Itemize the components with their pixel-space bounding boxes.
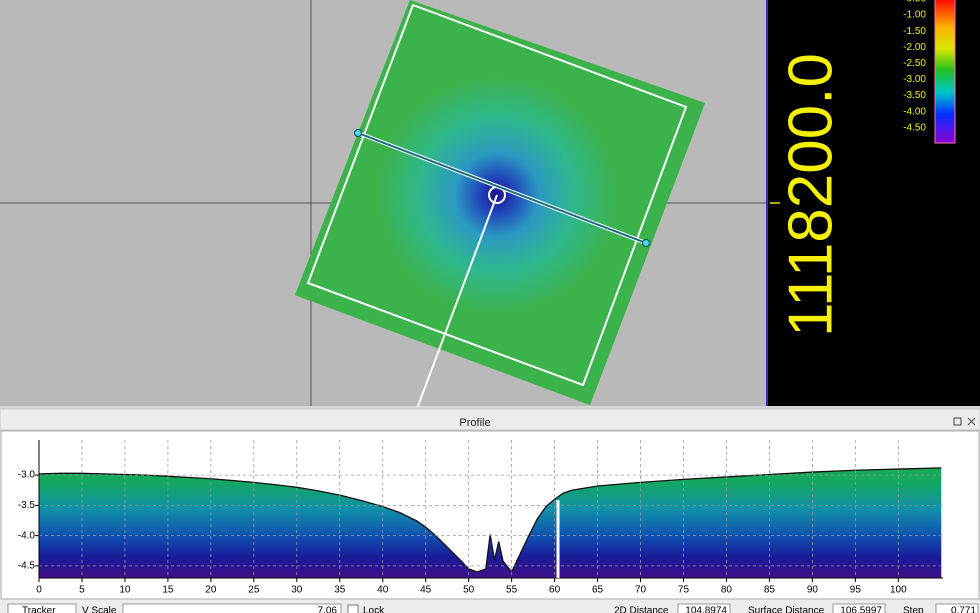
legend-label: -3.00 [903, 74, 926, 85]
legend-label: -0.50 [903, 0, 926, 5]
x-tick-label: 5 [79, 585, 85, 596]
v-scale-slider[interactable] [122, 603, 342, 613]
distance-2d-box [677, 603, 731, 613]
x-tick-label: 25 [248, 585, 260, 596]
x-tick-label: 65 [592, 585, 604, 596]
coordinate-label: 1118200.0 [776, 53, 845, 337]
x-tick-label: 85 [764, 585, 776, 596]
step-box[interactable] [935, 603, 979, 613]
legend-label: -2.50 [903, 58, 926, 69]
x-tick-label: 0 [36, 585, 42, 596]
profile-handle[interactable] [354, 129, 362, 137]
x-tick-label: 60 [549, 585, 561, 596]
profile-line [39, 467, 942, 574]
profile-area [39, 467, 942, 578]
y-tick-label: -3.0 [18, 470, 36, 481]
x-tick-label: 20 [205, 585, 217, 596]
x-tick-label: 40 [377, 585, 389, 596]
step-label: Step [903, 606, 924, 613]
surface-distance-label: Surface Distance [748, 606, 825, 613]
y-tick-label: -4.0 [18, 530, 36, 541]
x-tick-label: 70 [635, 585, 647, 596]
x-tick-label: 45 [420, 585, 432, 596]
x-tick-label: 80 [721, 585, 733, 596]
legend-label: -2.00 [903, 42, 926, 53]
y-tick-label: -4.5 [18, 561, 36, 572]
x-tick-label: 75 [678, 585, 690, 596]
x-tick-label: 30 [291, 585, 303, 596]
x-tick-label: 55 [506, 585, 518, 596]
profile-handle[interactable] [642, 239, 650, 247]
x-tick-label: 50 [463, 585, 475, 596]
tracker-line [417, 194, 498, 407]
panel-title: Profile [459, 417, 490, 429]
profile-line[interactable] [357, 132, 647, 244]
float-button[interactable] [953, 417, 962, 426]
lock-checkbox[interactable] [347, 604, 359, 613]
lock-label: Lock [363, 606, 385, 613]
survey-boundary [306, 3, 688, 387]
legend-label: -1.00 [903, 10, 926, 21]
legend-label: -3.50 [903, 90, 926, 101]
legend-label: -1.50 [903, 26, 926, 37]
v-scale-value: 7.06 [318, 606, 338, 613]
x-tick-label: 35 [334, 585, 346, 596]
legend-label: -4.50 [903, 122, 926, 133]
panel-header [0, 408, 980, 431]
tracker-dropdown[interactable] [7, 603, 77, 613]
tracker-label: Tracker [22, 606, 56, 613]
surface-distance-box [832, 603, 886, 613]
surface-distance-value: 106.5997 [840, 606, 882, 613]
x-tick-label: 95 [850, 585, 862, 596]
y-tick-label: -3.5 [18, 500, 36, 511]
splitter[interactable] [0, 406, 980, 409]
x-tick-label: 15 [162, 585, 174, 596]
legend-label: -4.00 [903, 106, 926, 117]
color-bar [934, 0, 956, 144]
close-button[interactable] [967, 417, 976, 426]
x-tick-label: 100 [890, 585, 907, 596]
x-tick-label: 10 [119, 585, 131, 596]
step-value: 0.771 [951, 606, 976, 613]
x-tick-label: 90 [807, 585, 819, 596]
distance-2d-label: 2D Distance [614, 606, 669, 613]
v-scale-label: V Scale [82, 606, 117, 613]
distance-2d-value: 104.8974 [685, 606, 727, 613]
